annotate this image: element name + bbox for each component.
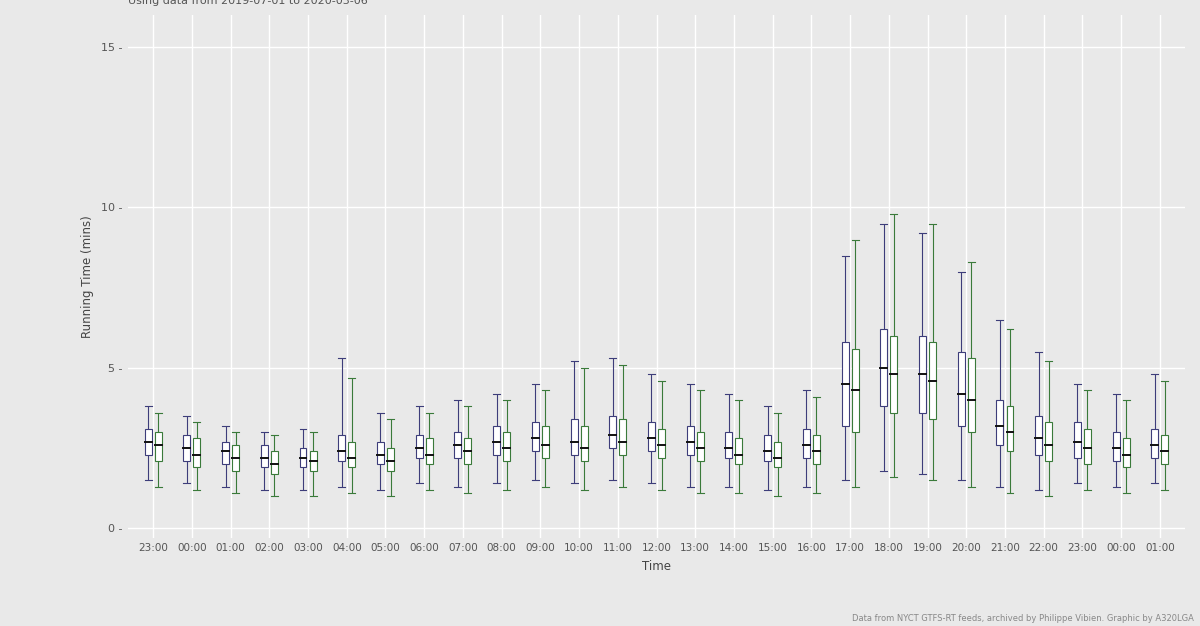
Bar (455, 432, 461, 458)
Bar (271, 451, 278, 474)
Bar (338, 435, 346, 461)
Bar (726, 432, 732, 458)
Bar (1045, 423, 1052, 461)
Text: Data from NYCT GTFS-RT feeds, archived by Philippe Vibien. Graphic by A320LGA: Data from NYCT GTFS-RT feeds, archived b… (852, 614, 1194, 623)
Bar (967, 358, 974, 432)
Bar (184, 435, 191, 461)
Bar (426, 438, 433, 464)
Bar (958, 352, 965, 426)
Bar (300, 448, 306, 468)
Bar (388, 448, 394, 471)
Bar (1123, 438, 1129, 468)
Bar (852, 349, 859, 432)
Bar (232, 445, 239, 471)
Bar (841, 342, 848, 426)
Bar (155, 432, 162, 461)
Bar (377, 442, 384, 464)
Bar (532, 423, 539, 451)
Bar (1162, 435, 1169, 464)
Bar (464, 438, 472, 464)
Bar (1007, 406, 1014, 451)
Bar (542, 426, 548, 458)
Bar (503, 432, 510, 461)
Bar (929, 342, 936, 419)
Bar (686, 426, 694, 454)
Bar (764, 435, 772, 461)
Bar (1084, 429, 1091, 464)
Bar (736, 438, 743, 464)
Bar (193, 438, 200, 468)
Bar (610, 416, 617, 448)
Bar (658, 429, 665, 458)
Bar (996, 400, 1003, 445)
Y-axis label: Running Time (mins): Running Time (mins) (80, 215, 94, 338)
Bar (881, 329, 887, 406)
Bar (619, 419, 626, 454)
Bar (493, 426, 500, 454)
Bar (145, 429, 151, 454)
Bar (260, 445, 268, 468)
Bar (1036, 416, 1042, 454)
Bar (812, 435, 820, 464)
Bar (774, 442, 781, 468)
Bar (697, 432, 703, 461)
X-axis label: Time: Time (642, 560, 671, 573)
Bar (570, 419, 577, 454)
Bar (890, 336, 898, 413)
Bar (1151, 429, 1158, 458)
Bar (803, 429, 810, 458)
Bar (415, 435, 422, 458)
Bar (648, 423, 655, 451)
Bar (310, 451, 317, 471)
Bar (1112, 432, 1120, 461)
Bar (1074, 423, 1081, 458)
Bar (348, 442, 355, 468)
Bar (919, 336, 926, 413)
Text: Using data from 2019-07-01 to 2020-03-06: Using data from 2019-07-01 to 2020-03-06 (128, 0, 367, 6)
Bar (222, 442, 229, 464)
Bar (581, 426, 588, 461)
